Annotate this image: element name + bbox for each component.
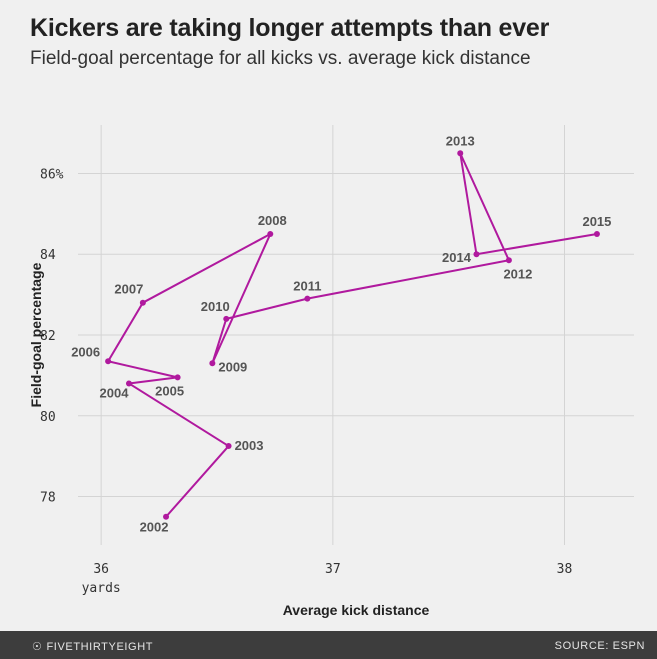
data-point-2013 xyxy=(457,150,464,157)
data-point-2005 xyxy=(174,374,181,381)
data-point-2010 xyxy=(223,315,230,322)
y-tick-label: 86% xyxy=(40,167,64,182)
year-label-2007: 2007 xyxy=(114,282,143,297)
x-tick-label: 38 xyxy=(557,562,573,577)
data-point-2008 xyxy=(267,231,274,238)
brand-label: FIVETHIRTYEIGHT xyxy=(46,641,154,653)
data-labels: 2002 2003 2004 2005 2006 2007 2008 2009 2010 2011… xyxy=(71,133,611,534)
x-tick-label: 36 xyxy=(93,562,109,577)
x-unit-label: yards xyxy=(82,581,121,596)
year-label-2003: 2003 xyxy=(235,438,264,453)
data-point-2007 xyxy=(139,299,146,306)
chart-title: Kickers are taking longer attempts than … xyxy=(30,14,550,42)
footer-bar: ☉ FIVETHIRTYEIGHT SOURCE: ESPN xyxy=(0,631,657,659)
year-label-2015: 2015 xyxy=(582,214,611,229)
source-credit: SOURCE: ESPN xyxy=(554,640,645,652)
year-label-2002: 2002 xyxy=(140,520,169,535)
data-point-2003 xyxy=(225,443,232,450)
year-label-2005: 2005 xyxy=(155,383,184,398)
year-label-2014: 2014 xyxy=(442,250,472,265)
line-chart: 78 80 82 84 86% 36 yards 37 38 Average kick dista… xyxy=(28,125,634,618)
y-axis-title: Field-goal percentage xyxy=(28,262,44,407)
data-point-2004 xyxy=(125,380,132,387)
y-tick-label: 80 xyxy=(40,410,56,425)
series-line xyxy=(107,152,598,518)
year-label-2009: 2009 xyxy=(218,359,247,374)
data-series xyxy=(107,152,598,518)
year-label-2011: 2011 xyxy=(293,279,321,294)
data-point-2006 xyxy=(105,358,112,365)
data-point-2009 xyxy=(209,360,216,367)
y-tick-label: 78 xyxy=(40,491,56,506)
year-label-2004: 2004 xyxy=(100,385,130,400)
x-axis-title: Average kick distance xyxy=(283,602,430,618)
data-point-2014 xyxy=(473,251,480,258)
axes: 78 80 82 84 86% 36 yards 37 38 Average kick dista… xyxy=(28,167,572,618)
data-point-2002 xyxy=(163,513,170,520)
year-label-2012: 2012 xyxy=(503,266,532,281)
y-tick-label: 82 xyxy=(40,329,56,344)
fivethirtyeight-logo-icon: ☉ xyxy=(32,641,43,653)
chart-subtitle: Field-goal percentage for all kicks vs. … xyxy=(30,48,531,69)
year-label-2013: 2013 xyxy=(446,133,475,148)
year-label-2010: 2010 xyxy=(201,299,230,314)
data-point-2011 xyxy=(304,295,311,302)
data-point-2012 xyxy=(505,257,512,264)
grid-lines xyxy=(78,125,634,545)
year-label-2006: 2006 xyxy=(71,344,100,359)
x-tick-label: 37 xyxy=(325,562,341,577)
brand: ☉ FIVETHIRTYEIGHT xyxy=(32,640,153,653)
y-tick-label: 84 xyxy=(40,248,56,263)
data-points xyxy=(105,150,600,520)
data-point-2015 xyxy=(593,231,600,238)
year-label-2008: 2008 xyxy=(258,213,287,228)
